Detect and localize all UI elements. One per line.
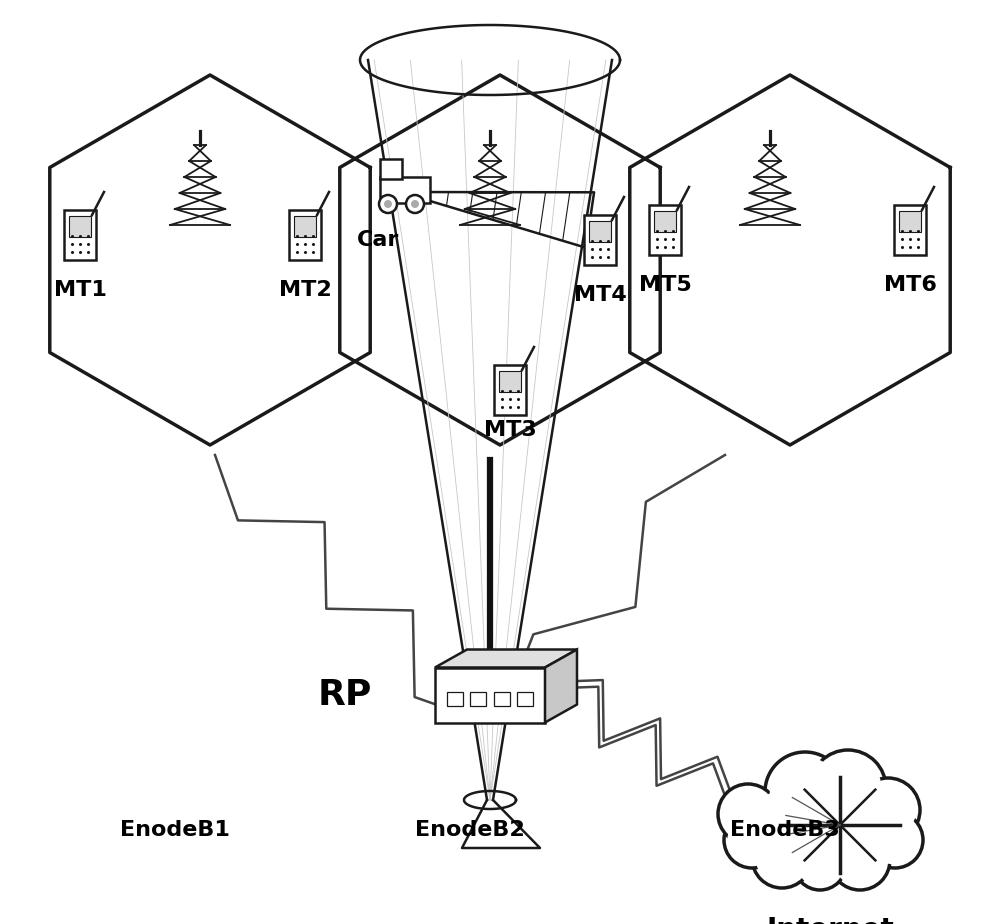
Circle shape xyxy=(834,833,886,886)
Text: MT6: MT6 xyxy=(884,275,936,295)
Text: MT4: MT4 xyxy=(574,285,626,305)
Bar xyxy=(494,692,510,706)
Bar xyxy=(654,211,676,232)
Ellipse shape xyxy=(742,783,908,868)
Bar xyxy=(380,159,402,179)
Text: EnodeB3: EnodeB3 xyxy=(730,820,840,840)
Ellipse shape xyxy=(732,772,918,878)
Circle shape xyxy=(756,832,808,884)
Circle shape xyxy=(815,755,881,821)
Text: RP: RP xyxy=(318,678,372,712)
Bar xyxy=(894,205,926,255)
Bar xyxy=(584,215,616,265)
Text: EnodeB1: EnodeB1 xyxy=(120,820,230,840)
Bar xyxy=(517,692,533,706)
Circle shape xyxy=(794,838,846,890)
Text: MT5: MT5 xyxy=(639,275,691,295)
Text: MT2: MT2 xyxy=(279,280,331,300)
Bar xyxy=(899,211,921,232)
Bar xyxy=(649,205,681,255)
Circle shape xyxy=(718,784,778,844)
Text: Car: Car xyxy=(357,230,399,250)
Circle shape xyxy=(797,841,843,887)
Circle shape xyxy=(830,830,890,890)
Bar xyxy=(589,221,611,242)
Circle shape xyxy=(765,752,845,832)
Circle shape xyxy=(724,812,780,868)
Circle shape xyxy=(810,750,886,826)
Circle shape xyxy=(411,200,419,208)
Circle shape xyxy=(727,815,777,865)
Bar xyxy=(294,216,316,237)
Polygon shape xyxy=(545,650,577,723)
Bar xyxy=(499,371,521,392)
Circle shape xyxy=(722,787,774,841)
Text: Internet: Internet xyxy=(766,916,894,924)
Polygon shape xyxy=(435,667,545,723)
Bar xyxy=(470,692,486,706)
Bar xyxy=(64,210,96,260)
Bar xyxy=(380,177,430,203)
Circle shape xyxy=(379,195,397,213)
Circle shape xyxy=(752,828,812,888)
Bar xyxy=(494,365,526,415)
Circle shape xyxy=(856,778,920,842)
Text: MT3: MT3 xyxy=(484,420,536,440)
Circle shape xyxy=(860,782,916,838)
Bar xyxy=(69,216,91,237)
Polygon shape xyxy=(435,650,577,667)
Bar xyxy=(289,210,321,260)
Text: EnodeB2: EnodeB2 xyxy=(415,820,525,840)
Circle shape xyxy=(867,812,923,868)
Circle shape xyxy=(384,200,392,208)
Circle shape xyxy=(770,757,840,827)
Text: MT1: MT1 xyxy=(54,280,106,300)
Circle shape xyxy=(406,195,424,213)
Circle shape xyxy=(870,815,920,865)
Bar xyxy=(447,692,463,706)
